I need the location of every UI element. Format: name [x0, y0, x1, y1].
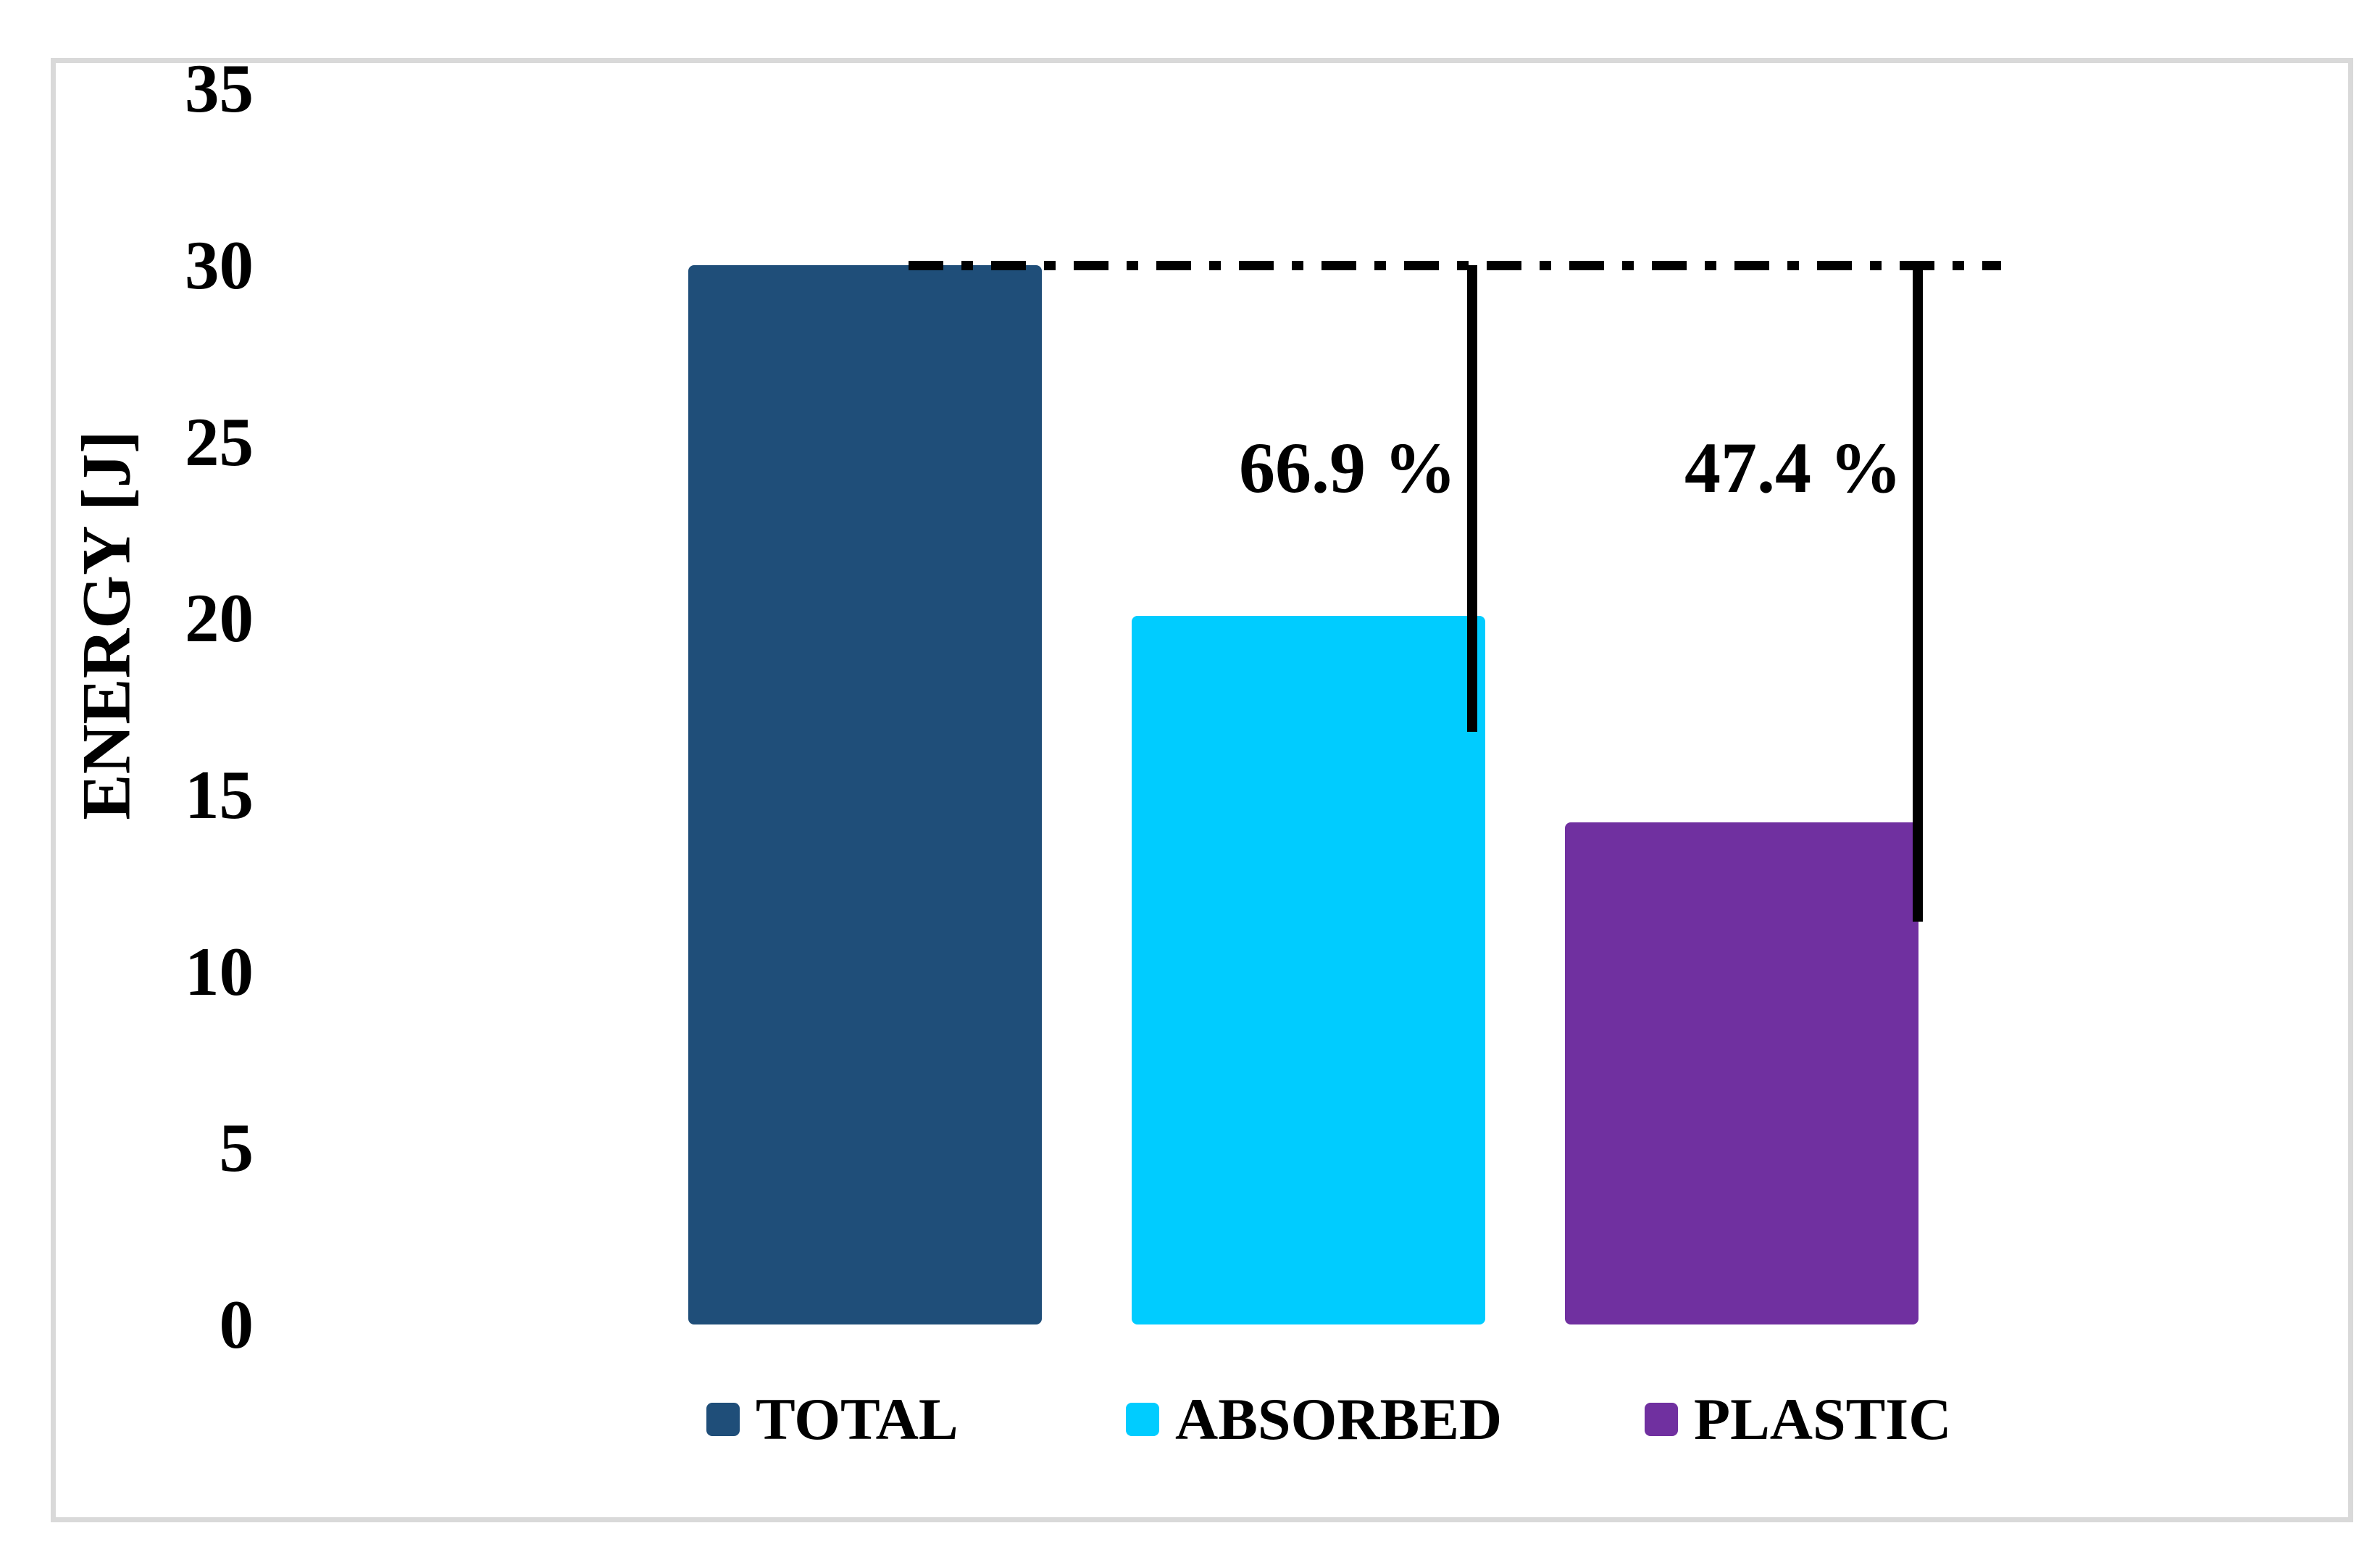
- legend-swatch-absorbed: [1126, 1403, 1159, 1436]
- legend-swatch-plastic: [1645, 1403, 1678, 1436]
- y-tick-label-20: 20: [185, 580, 254, 657]
- bar-plastic: [1565, 822, 1918, 1324]
- y-tick-label-35: 35: [185, 50, 254, 128]
- y-tick-label-25: 25: [185, 403, 254, 480]
- y-tick-label-0: 0: [219, 1286, 254, 1363]
- y-tick-label-30: 30: [185, 227, 254, 304]
- legend-label-absorbed: ABSORBED: [1175, 1386, 1503, 1452]
- drop-line-plastic: [1913, 265, 1923, 922]
- y-tick-label-15: 15: [185, 756, 254, 833]
- y-tick-label-10: 10: [185, 933, 254, 1010]
- legend-label-total: TOTAL: [756, 1386, 959, 1452]
- bar-absorbed: [1132, 615, 1485, 1324]
- legend-item-absorbed: ABSORBED: [1126, 1385, 1502, 1453]
- annotation-plastic-percent: 47.4 %: [1684, 427, 1902, 508]
- legend-swatch-total: [706, 1403, 740, 1436]
- drop-line-absorbed: [1467, 265, 1477, 732]
- legend-item-plastic: PLASTIC: [1645, 1385, 1951, 1453]
- bar-total: [688, 265, 1042, 1324]
- legend-label-plastic: PLASTIC: [1694, 1386, 1952, 1452]
- y-tick-label-5: 5: [219, 1109, 254, 1187]
- reference-line-dash-dot: [909, 261, 2001, 270]
- legend-item-total: TOTAL: [706, 1385, 959, 1453]
- annotation-absorbed-percent: 66.9 %: [1239, 427, 1456, 508]
